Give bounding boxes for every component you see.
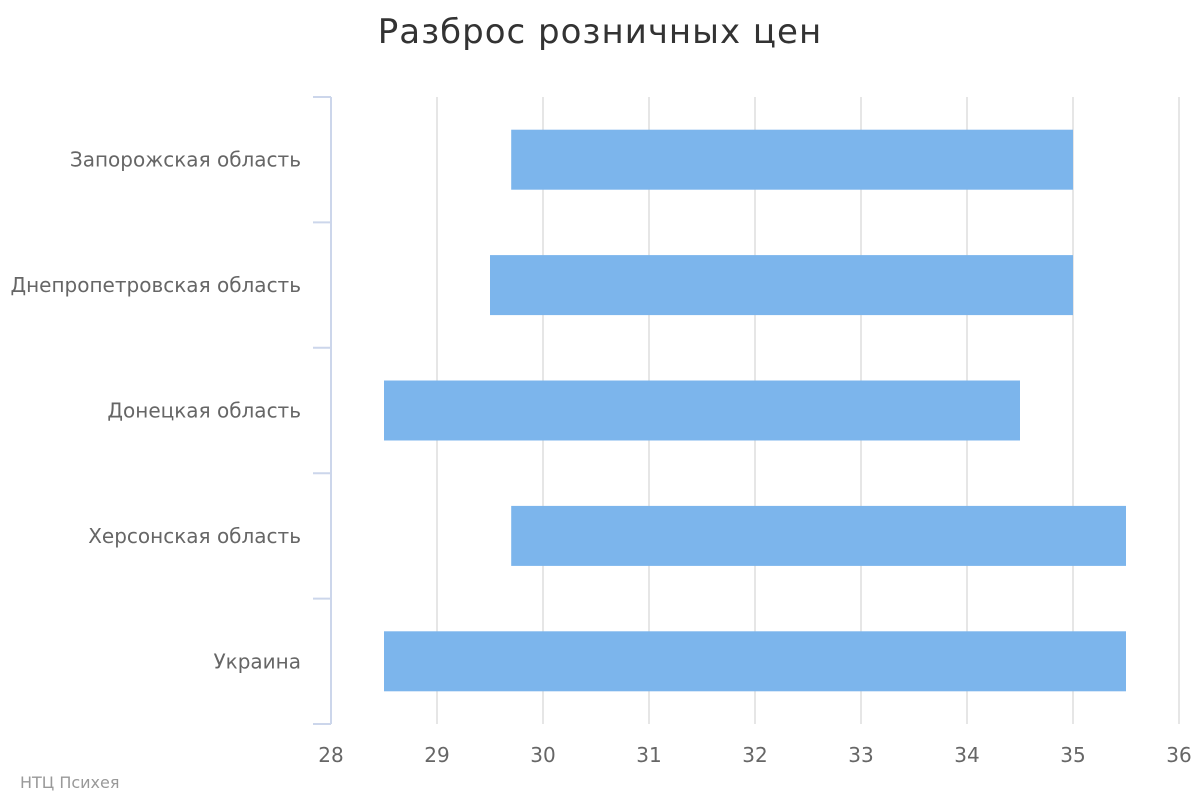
y-tick-label-0: Запорожская область [70,148,301,172]
x-tick-label-30: 30 [530,743,555,767]
x-tick-label-29: 29 [424,743,449,767]
bar-3[interactable] [511,505,1126,566]
x-tick-label-32: 32 [742,743,767,767]
y-tick-label-2: Донецкая область [107,399,301,423]
x-tick-label-33: 33 [848,743,873,767]
credit-label[interactable]: НТЦ Психея [20,773,120,792]
x-tick-label-35: 35 [1060,743,1085,767]
x-tick-label-28: 28 [318,743,343,767]
bar-0[interactable] [511,129,1073,190]
bar-1[interactable] [490,255,1073,316]
y-tick-label-1: Днепропетровская область [10,273,301,297]
bar-2[interactable] [384,380,1020,441]
x-tick-label-36: 36 [1166,743,1191,767]
x-tick-label-31: 31 [636,743,661,767]
x-tick-label-34: 34 [954,743,979,767]
y-tick-label-4: Украина [213,649,301,673]
y-tick-label-3: Херсонская область [88,524,301,548]
bar-4[interactable] [384,631,1126,692]
chart-title: Разброс розничных цен [377,12,823,52]
